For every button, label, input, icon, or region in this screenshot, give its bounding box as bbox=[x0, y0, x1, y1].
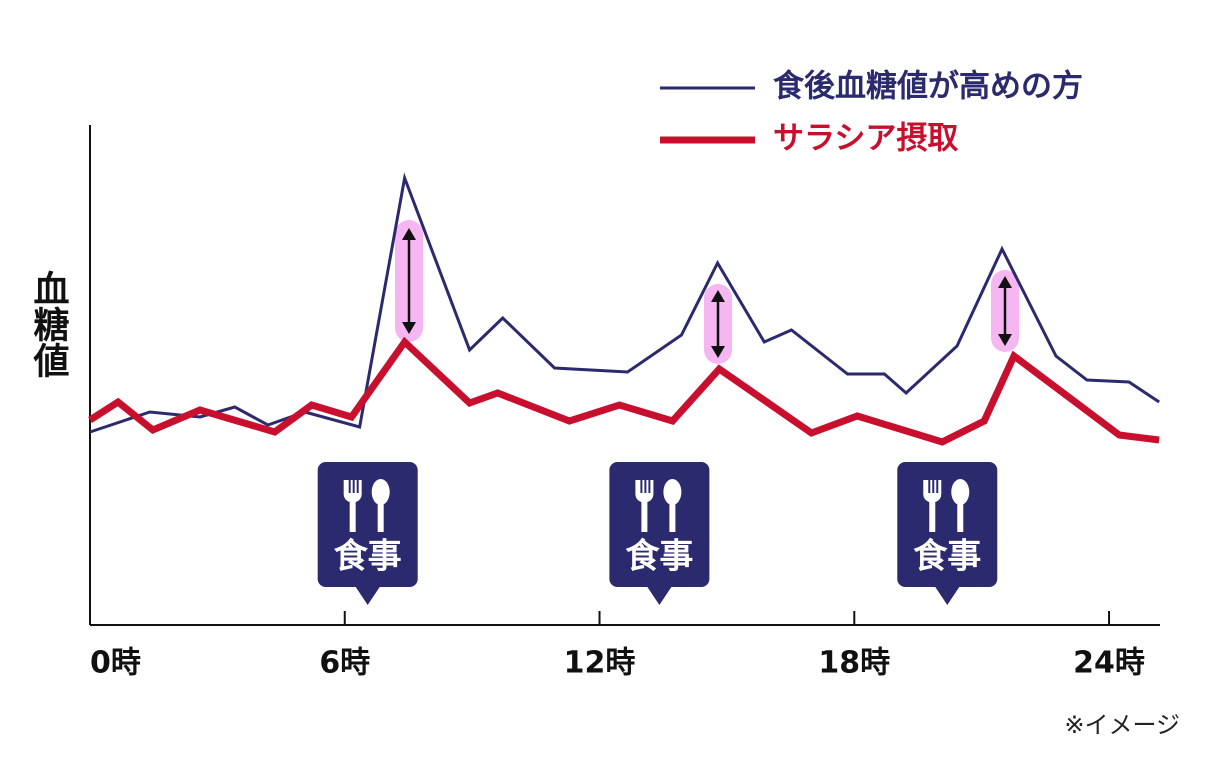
meal-badge bbox=[609, 462, 710, 605]
fork-icon bbox=[923, 480, 942, 532]
meal-label: 食事 bbox=[913, 537, 981, 577]
x-tick-label: 12時 bbox=[564, 646, 636, 681]
y-axis-label: 血糖値 bbox=[28, 270, 71, 378]
meal-badge bbox=[317, 462, 418, 605]
series-line bbox=[89, 172, 1160, 434]
meal-badge bbox=[897, 462, 998, 605]
spoon-icon bbox=[371, 479, 390, 505]
legend-label: 食後血糖値が高めの方 bbox=[773, 69, 1083, 105]
x-tick-label: 0時 bbox=[90, 646, 141, 681]
meal-marker: 食事 bbox=[609, 462, 710, 605]
meal-marker: 食事 bbox=[897, 462, 998, 605]
fork-icon bbox=[635, 480, 654, 532]
series-line bbox=[88, 336, 1160, 446]
meal-marker: 食事 bbox=[317, 462, 418, 605]
difference-arrows bbox=[395, 220, 1019, 364]
legend-label: サラシア摂取 bbox=[773, 121, 958, 157]
note: ※イメージ bbox=[1064, 711, 1180, 739]
spoon-handle bbox=[377, 500, 384, 532]
x-tick-label: 24時 bbox=[1073, 646, 1145, 681]
spoon-icon bbox=[951, 479, 970, 505]
spoon-icon bbox=[663, 479, 682, 505]
fork-icon bbox=[343, 480, 362, 532]
x-tick-label: 18時 bbox=[818, 646, 890, 681]
meal-label: 食事 bbox=[625, 537, 693, 577]
spoon-handle bbox=[669, 500, 676, 532]
spoon-handle bbox=[957, 500, 964, 532]
x-tick-label: 6時 bbox=[319, 646, 370, 681]
meal-label: 食事 bbox=[334, 537, 402, 577]
